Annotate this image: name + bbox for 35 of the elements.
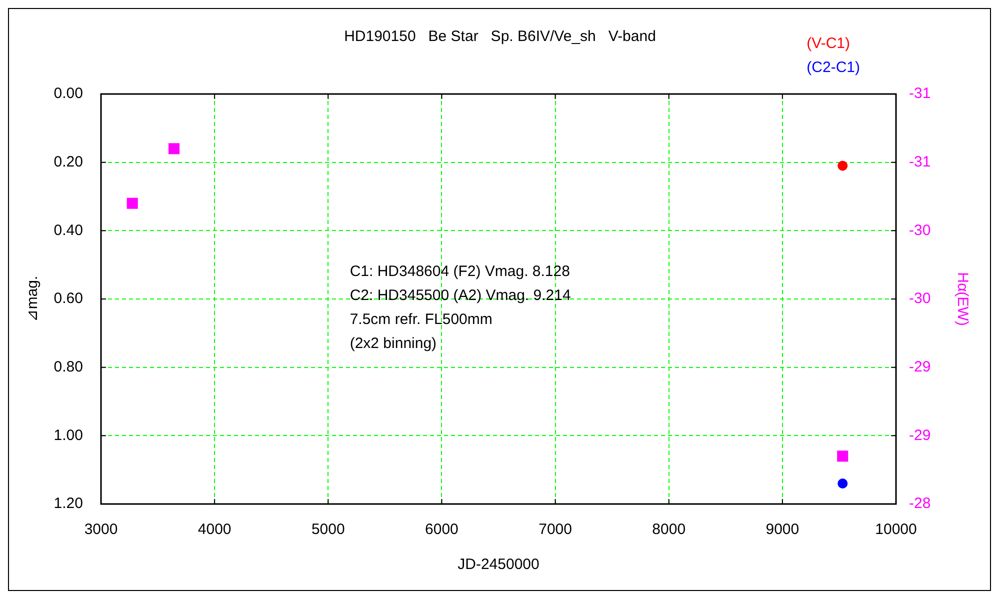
x-tick-label: 4000 [198,521,232,538]
x-tick-label: 10000 [875,521,917,538]
text: (V-C1) [806,35,850,52]
point [837,450,848,462]
x-tick-label: 7000 [538,521,572,538]
y-tick-label: 0.80 [54,358,83,376]
point [168,143,180,154]
x-tick-label: 9000 [766,521,800,538]
y-tick-label: 1.00 [54,426,83,444]
y-axis-title: ⊿mag. [24,276,42,322]
chart-title: HD190150 Be Star Sp. B6IV/Ve_sh V-band [344,28,656,46]
y2-tick-label: -30 [909,290,931,308]
y2-axis-title: Hα(EW) [954,272,971,326]
point [126,198,138,209]
y-tick-label: 0.00 [54,85,83,102]
x-tick-label: 8000 [652,521,686,538]
annotation: C2: HD345500 (A2) Vmag. 9.214 [350,287,571,304]
text: (C2-C1) [806,59,860,76]
annotation: (2x2 binning) [350,335,437,352]
y2-tick-label: -29 [909,426,931,444]
x-tick-label: 3000 [84,521,118,538]
annotation: 7.5cm refr. FL500mm [350,311,492,328]
x-tick-label: 5000 [311,521,345,538]
x-tick-label: 6000 [425,521,458,538]
y2-tick-label: -30 [909,222,931,239]
y2-tick-label: -31 [909,153,931,170]
y2-tick-label: -28 [909,495,931,512]
y-tick-label: 0.40 [54,222,83,239]
annotation: C1: HD348604 (F2) Vmag. 8.128 [350,263,570,280]
y-tick-label: 1.20 [54,495,83,512]
x-axis-title: JD-2450000 [458,556,540,574]
y2-tick-label: -29 [909,358,931,376]
y-tick-label: 0.20 [54,153,83,170]
y2-tick-label: -31 [909,85,931,102]
y-tick-label: 0.60 [54,290,83,308]
